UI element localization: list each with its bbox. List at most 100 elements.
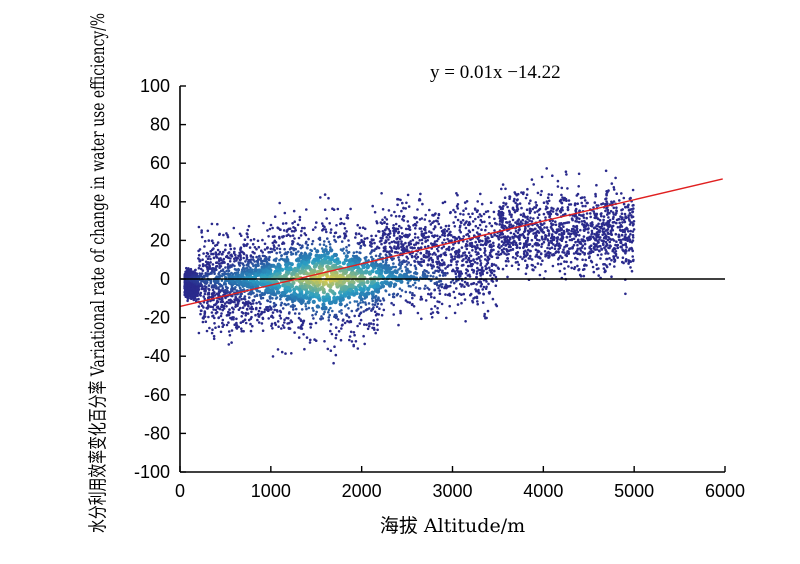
data-point bbox=[217, 259, 221, 263]
data-point bbox=[271, 327, 274, 330]
data-point bbox=[392, 231, 396, 235]
data-point bbox=[352, 251, 356, 254]
data-point bbox=[212, 252, 215, 256]
data-point bbox=[239, 248, 242, 252]
data-point bbox=[486, 309, 490, 313]
data-point bbox=[224, 266, 227, 269]
data-point bbox=[438, 289, 442, 292]
data-point bbox=[630, 214, 633, 217]
data-point bbox=[208, 255, 211, 258]
data-point bbox=[315, 249, 320, 254]
data-point bbox=[621, 256, 625, 260]
data-point bbox=[390, 240, 394, 244]
data-point bbox=[261, 238, 264, 242]
data-point bbox=[221, 287, 225, 290]
data-point bbox=[227, 251, 231, 254]
data-point bbox=[379, 236, 383, 240]
data-point bbox=[346, 291, 351, 296]
data-point bbox=[285, 255, 289, 259]
data-point bbox=[467, 235, 471, 238]
data-point bbox=[511, 218, 515, 222]
data-point bbox=[507, 252, 510, 256]
data-point bbox=[579, 274, 583, 278]
data-point bbox=[608, 211, 611, 215]
data-point bbox=[275, 268, 280, 273]
data-point bbox=[483, 312, 487, 316]
data-point bbox=[525, 193, 529, 196]
data-point bbox=[378, 307, 381, 311]
data-point bbox=[596, 240, 599, 243]
data-point bbox=[474, 224, 478, 228]
data-point bbox=[355, 250, 359, 254]
data-point bbox=[408, 252, 412, 256]
data-point bbox=[343, 269, 349, 275]
data-point bbox=[364, 309, 368, 312]
data-point bbox=[421, 274, 425, 278]
data-point bbox=[365, 323, 368, 327]
data-point bbox=[543, 226, 546, 229]
data-point bbox=[377, 246, 381, 250]
data-point bbox=[592, 242, 596, 245]
data-point bbox=[544, 253, 547, 256]
data-point bbox=[279, 275, 284, 280]
data-point bbox=[420, 217, 424, 220]
data-point bbox=[214, 308, 218, 312]
data-point bbox=[222, 250, 225, 254]
data-point bbox=[347, 250, 351, 254]
data-point bbox=[614, 250, 618, 253]
data-point bbox=[233, 247, 236, 250]
data-point bbox=[423, 287, 426, 290]
data-point bbox=[273, 240, 276, 244]
data-point bbox=[282, 326, 286, 329]
data-point bbox=[516, 198, 519, 201]
data-point bbox=[512, 224, 515, 228]
data-point bbox=[539, 252, 543, 255]
data-point bbox=[548, 247, 552, 250]
data-point bbox=[230, 341, 233, 344]
data-point bbox=[519, 213, 523, 217]
data-point bbox=[432, 214, 435, 217]
data-point bbox=[237, 261, 241, 265]
data-point bbox=[632, 228, 636, 231]
data-point bbox=[566, 221, 569, 224]
data-point bbox=[575, 225, 578, 229]
data-point bbox=[228, 243, 232, 246]
data-point bbox=[281, 290, 286, 295]
data-point bbox=[497, 250, 500, 254]
data-point bbox=[503, 196, 507, 199]
data-point bbox=[306, 280, 311, 285]
data-point bbox=[343, 285, 348, 290]
data-point bbox=[376, 299, 379, 302]
data-point bbox=[242, 252, 246, 256]
data-point bbox=[589, 251, 592, 255]
data-point bbox=[387, 238, 390, 241]
data-point bbox=[495, 304, 499, 308]
data-point bbox=[467, 229, 471, 232]
data-point bbox=[384, 253, 388, 256]
data-point bbox=[557, 251, 560, 254]
data-point bbox=[399, 311, 402, 315]
data-point bbox=[552, 238, 556, 242]
data-point bbox=[463, 285, 466, 289]
data-point bbox=[400, 209, 403, 213]
data-point bbox=[578, 252, 581, 256]
data-point bbox=[221, 300, 225, 304]
data-point bbox=[444, 267, 447, 270]
data-point bbox=[297, 316, 301, 320]
data-point bbox=[580, 220, 584, 223]
data-point bbox=[262, 221, 265, 225]
data-point bbox=[238, 232, 242, 236]
data-point bbox=[322, 312, 326, 316]
data-point bbox=[574, 240, 577, 244]
data-point bbox=[436, 306, 439, 310]
data-point bbox=[300, 308, 304, 311]
data-point bbox=[465, 233, 468, 237]
data-point bbox=[237, 268, 241, 272]
data-point bbox=[254, 263, 257, 267]
data-point bbox=[380, 302, 383, 306]
data-point bbox=[371, 299, 375, 303]
data-point bbox=[462, 258, 465, 261]
data-point bbox=[251, 242, 255, 246]
data-point bbox=[408, 225, 411, 229]
data-point bbox=[400, 235, 404, 239]
